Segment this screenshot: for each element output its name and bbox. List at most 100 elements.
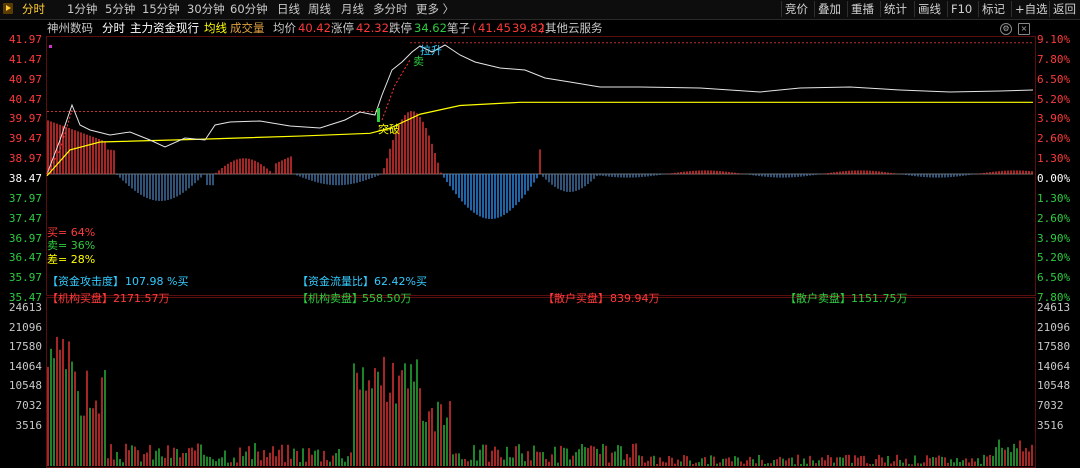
volume-tick: 7032 xyxy=(15,399,43,412)
note-high: 41.45 xyxy=(478,21,511,35)
notes-open: ( xyxy=(472,21,477,35)
toolbar-button-0[interactable]: 竞价 xyxy=(781,1,811,17)
cloud-service-link[interactable]: 其他云服务 xyxy=(545,21,603,35)
avg-price-value: 40.42 xyxy=(298,21,331,35)
signal-rise: 拉升 xyxy=(420,44,442,57)
toolbar-button-1[interactable]: 叠加 xyxy=(814,1,844,17)
price-tick: 37.47 xyxy=(8,211,42,225)
percent-tick: 7.80% xyxy=(1037,52,1071,66)
note-low: 39.82 xyxy=(512,21,545,35)
volume-tick-right: 10548 xyxy=(1037,379,1071,393)
rise-trace xyxy=(381,59,411,121)
volume-tick: 21096 xyxy=(8,320,42,334)
period-tab-2[interactable]: 5分钟 xyxy=(105,2,136,16)
close-icon[interactable]: × xyxy=(1018,23,1030,35)
corner-marker xyxy=(49,45,52,48)
inst-buy-value: 2171.57万 xyxy=(113,292,170,305)
buy-ratio: 买= 64% xyxy=(47,226,96,239)
toolbar-button-5[interactable]: F10 xyxy=(947,1,975,17)
volume-tick-right: 24613 xyxy=(1037,301,1071,314)
price-tick: 39.47 xyxy=(8,132,42,146)
toolbar-button-4[interactable]: 画线 xyxy=(914,1,944,17)
period-tab-10[interactable]: 更多 〉 xyxy=(416,2,455,16)
attack-label: 【资金攻击度】 xyxy=(47,275,124,288)
gear-icon[interactable]: ⚙ xyxy=(1000,23,1012,35)
percent-tick: 5.20% xyxy=(1037,92,1071,106)
price-panel[interactable] xyxy=(46,36,1036,296)
percent-tick: 1.30% xyxy=(1037,152,1071,166)
price-tick: 38.47 xyxy=(8,171,42,185)
price-tick: 36.97 xyxy=(8,231,42,245)
toolbar-button-3[interactable]: 统计 xyxy=(880,1,910,17)
period-tab-8[interactable]: 月线 xyxy=(341,2,364,16)
retail-sell-label: 【散户卖盘】 xyxy=(785,292,851,305)
diff-ratio: 差= 28% xyxy=(47,253,96,266)
volume-tick: 14064 xyxy=(8,359,42,373)
play-icon[interactable] xyxy=(3,3,13,14)
mode-label: 分时 xyxy=(102,21,125,35)
period-tab-3[interactable]: 15分钟 xyxy=(142,2,180,16)
limit-up-label: 涨停 xyxy=(331,21,354,35)
price-tick: 41.47 xyxy=(8,52,42,66)
percent-tick: 2.60% xyxy=(1037,211,1071,225)
period-tab-7[interactable]: 周线 xyxy=(308,2,331,16)
period-tab-1[interactable]: 1分钟 xyxy=(67,2,98,16)
volume-tick-right: 14064 xyxy=(1037,359,1071,373)
inst-sell-label: 【机构卖盘】 xyxy=(297,292,363,305)
volume-tick-right: 17580 xyxy=(1037,340,1071,354)
notes-label: 笔子 xyxy=(447,21,470,35)
price-tick: 36.47 xyxy=(8,251,42,265)
price-tick: 41.97 xyxy=(8,33,42,46)
rise-trace xyxy=(46,109,73,175)
price-tick: 38.97 xyxy=(8,152,42,166)
limit-down-value: 34.62 xyxy=(414,21,447,35)
percent-tick: 6.50% xyxy=(1037,72,1071,86)
inst-buy-label: 【机构买盘】 xyxy=(47,292,113,305)
avg-line-label[interactable]: 均线 xyxy=(204,21,227,35)
sell-ratio: 卖= 36% xyxy=(47,239,96,252)
toolbar-button-7[interactable]: +自选 xyxy=(1011,1,1051,17)
percent-tick: 0.00% xyxy=(1037,171,1071,185)
period-tab-6[interactable]: 日线 xyxy=(277,2,300,16)
price-tick: 35.97 xyxy=(8,271,42,285)
toolbar-button-6[interactable]: 标记 xyxy=(978,1,1008,17)
stock-name: 神州数码 xyxy=(47,21,93,35)
toolbar-button-2[interactable]: 重播 xyxy=(847,1,877,17)
flow-label: 【资金流量比】 xyxy=(297,275,374,288)
percent-tick: 5.20% xyxy=(1037,251,1071,265)
percent-tick: 6.50% xyxy=(1037,271,1071,285)
notes-close: ) xyxy=(540,21,545,35)
percent-tick: 9.10% xyxy=(1037,33,1071,46)
volume-label[interactable]: 成交量 xyxy=(230,21,265,35)
period-toolbar: 分时 1分钟 5分钟 15分钟 30分钟 60分钟 日线 周线 月线 多分时 更多 〉 竞价 叠加 重播… xyxy=(0,0,1080,20)
break-marker xyxy=(377,108,380,122)
percent-tick: 7.80% xyxy=(1037,291,1071,305)
retail-buy-value: 839.94万 xyxy=(610,292,660,305)
avg-price-label: 均价 xyxy=(273,21,296,35)
volume-tick: 17580 xyxy=(8,340,42,354)
attack-value: 107.98 %买 xyxy=(125,275,189,288)
period-tab-5[interactable]: 60分钟 xyxy=(230,2,268,16)
percent-tick: 2.60% xyxy=(1037,132,1071,146)
price-tick: 40.97 xyxy=(8,72,42,86)
volume-tick: 24613 xyxy=(8,301,42,314)
limit-down-label: 跌停 xyxy=(389,21,412,35)
period-tab-4[interactable]: 30分钟 xyxy=(187,2,225,16)
percent-tick: 1.30% xyxy=(1037,191,1071,205)
main-fund-label[interactable]: 主力资金现行 xyxy=(130,21,199,35)
flow-value: 62.42%买 xyxy=(374,275,427,288)
period-tab-0[interactable]: 分时 xyxy=(22,2,45,16)
period-tab-9[interactable]: 多分时 xyxy=(373,2,408,16)
percent-tick: 3.90% xyxy=(1037,112,1071,126)
price-tick: 39.97 xyxy=(8,112,42,126)
volume-tick-right: 3516 xyxy=(1037,418,1064,432)
inst-sell-value: 558.50万 xyxy=(362,292,412,305)
volume-tick: 3516 xyxy=(15,418,43,432)
limit-up-value: 42.32 xyxy=(356,21,389,35)
volume-tick-right: 7032 xyxy=(1037,399,1064,412)
price-tick: 40.47 xyxy=(8,92,42,106)
toolbar-button-8[interactable]: 返回 xyxy=(1049,1,1079,17)
price-tick: 35.47 xyxy=(8,291,42,305)
retail-buy-label: 【散户买盘】 xyxy=(543,292,609,305)
